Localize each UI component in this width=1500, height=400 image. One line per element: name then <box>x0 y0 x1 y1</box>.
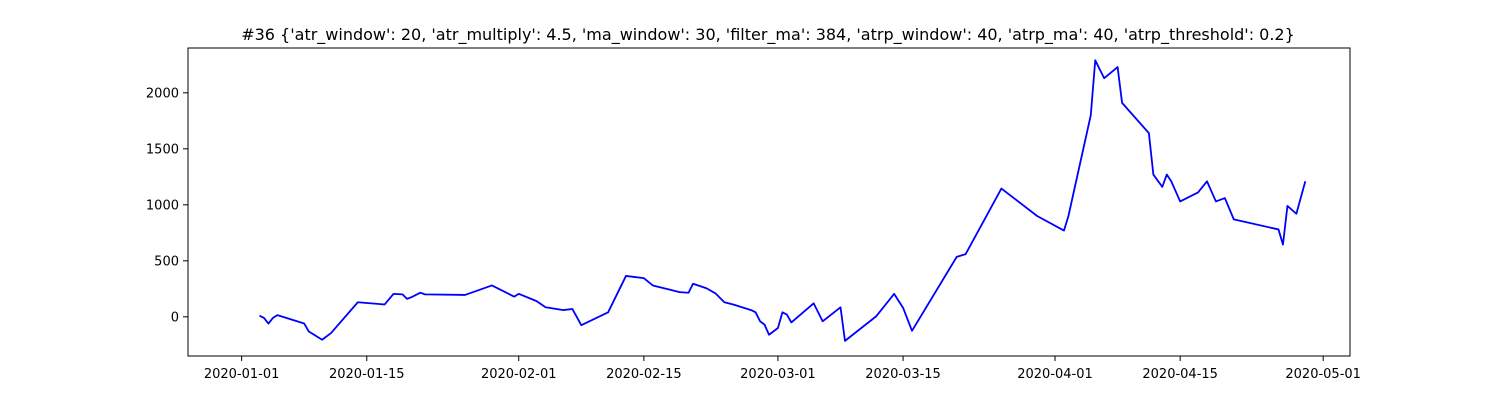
y-tick-label: 2000 <box>146 86 179 101</box>
x-tick-label: 2020-01-15 <box>329 367 405 382</box>
y-tick-label: 1500 <box>146 142 179 157</box>
x-tick-label: 2020-05-01 <box>1285 367 1361 382</box>
series-line-equity <box>259 59 1307 342</box>
x-tick-label: 2020-02-01 <box>481 367 557 382</box>
x-tick-label: 2020-03-15 <box>865 367 941 382</box>
x-tick-label: 2020-03-01 <box>740 367 816 382</box>
y-tick-label: 1000 <box>146 198 179 213</box>
x-tick-label: 2020-04-01 <box>1017 367 1093 382</box>
chart-title: #36 {'atr_window': 20, 'atr_multiply': 4… <box>241 25 1295 45</box>
x-tick-label: 2020-02-15 <box>606 367 682 382</box>
plot-frame <box>187 47 1351 357</box>
y-tick-label: 0 <box>171 310 179 325</box>
x-tick-label: 2020-01-01 <box>204 367 280 382</box>
x-axis: 2020-01-01 2020-01-15 2020-02-01 2020-02-15… <box>204 356 1361 382</box>
series-layer <box>259 59 1307 342</box>
y-axis: 0 500 1000 1500 2000 <box>146 86 188 325</box>
y-tick-label: 500 <box>154 254 179 269</box>
x-tick-label: 2020-04-15 <box>1142 367 1218 382</box>
